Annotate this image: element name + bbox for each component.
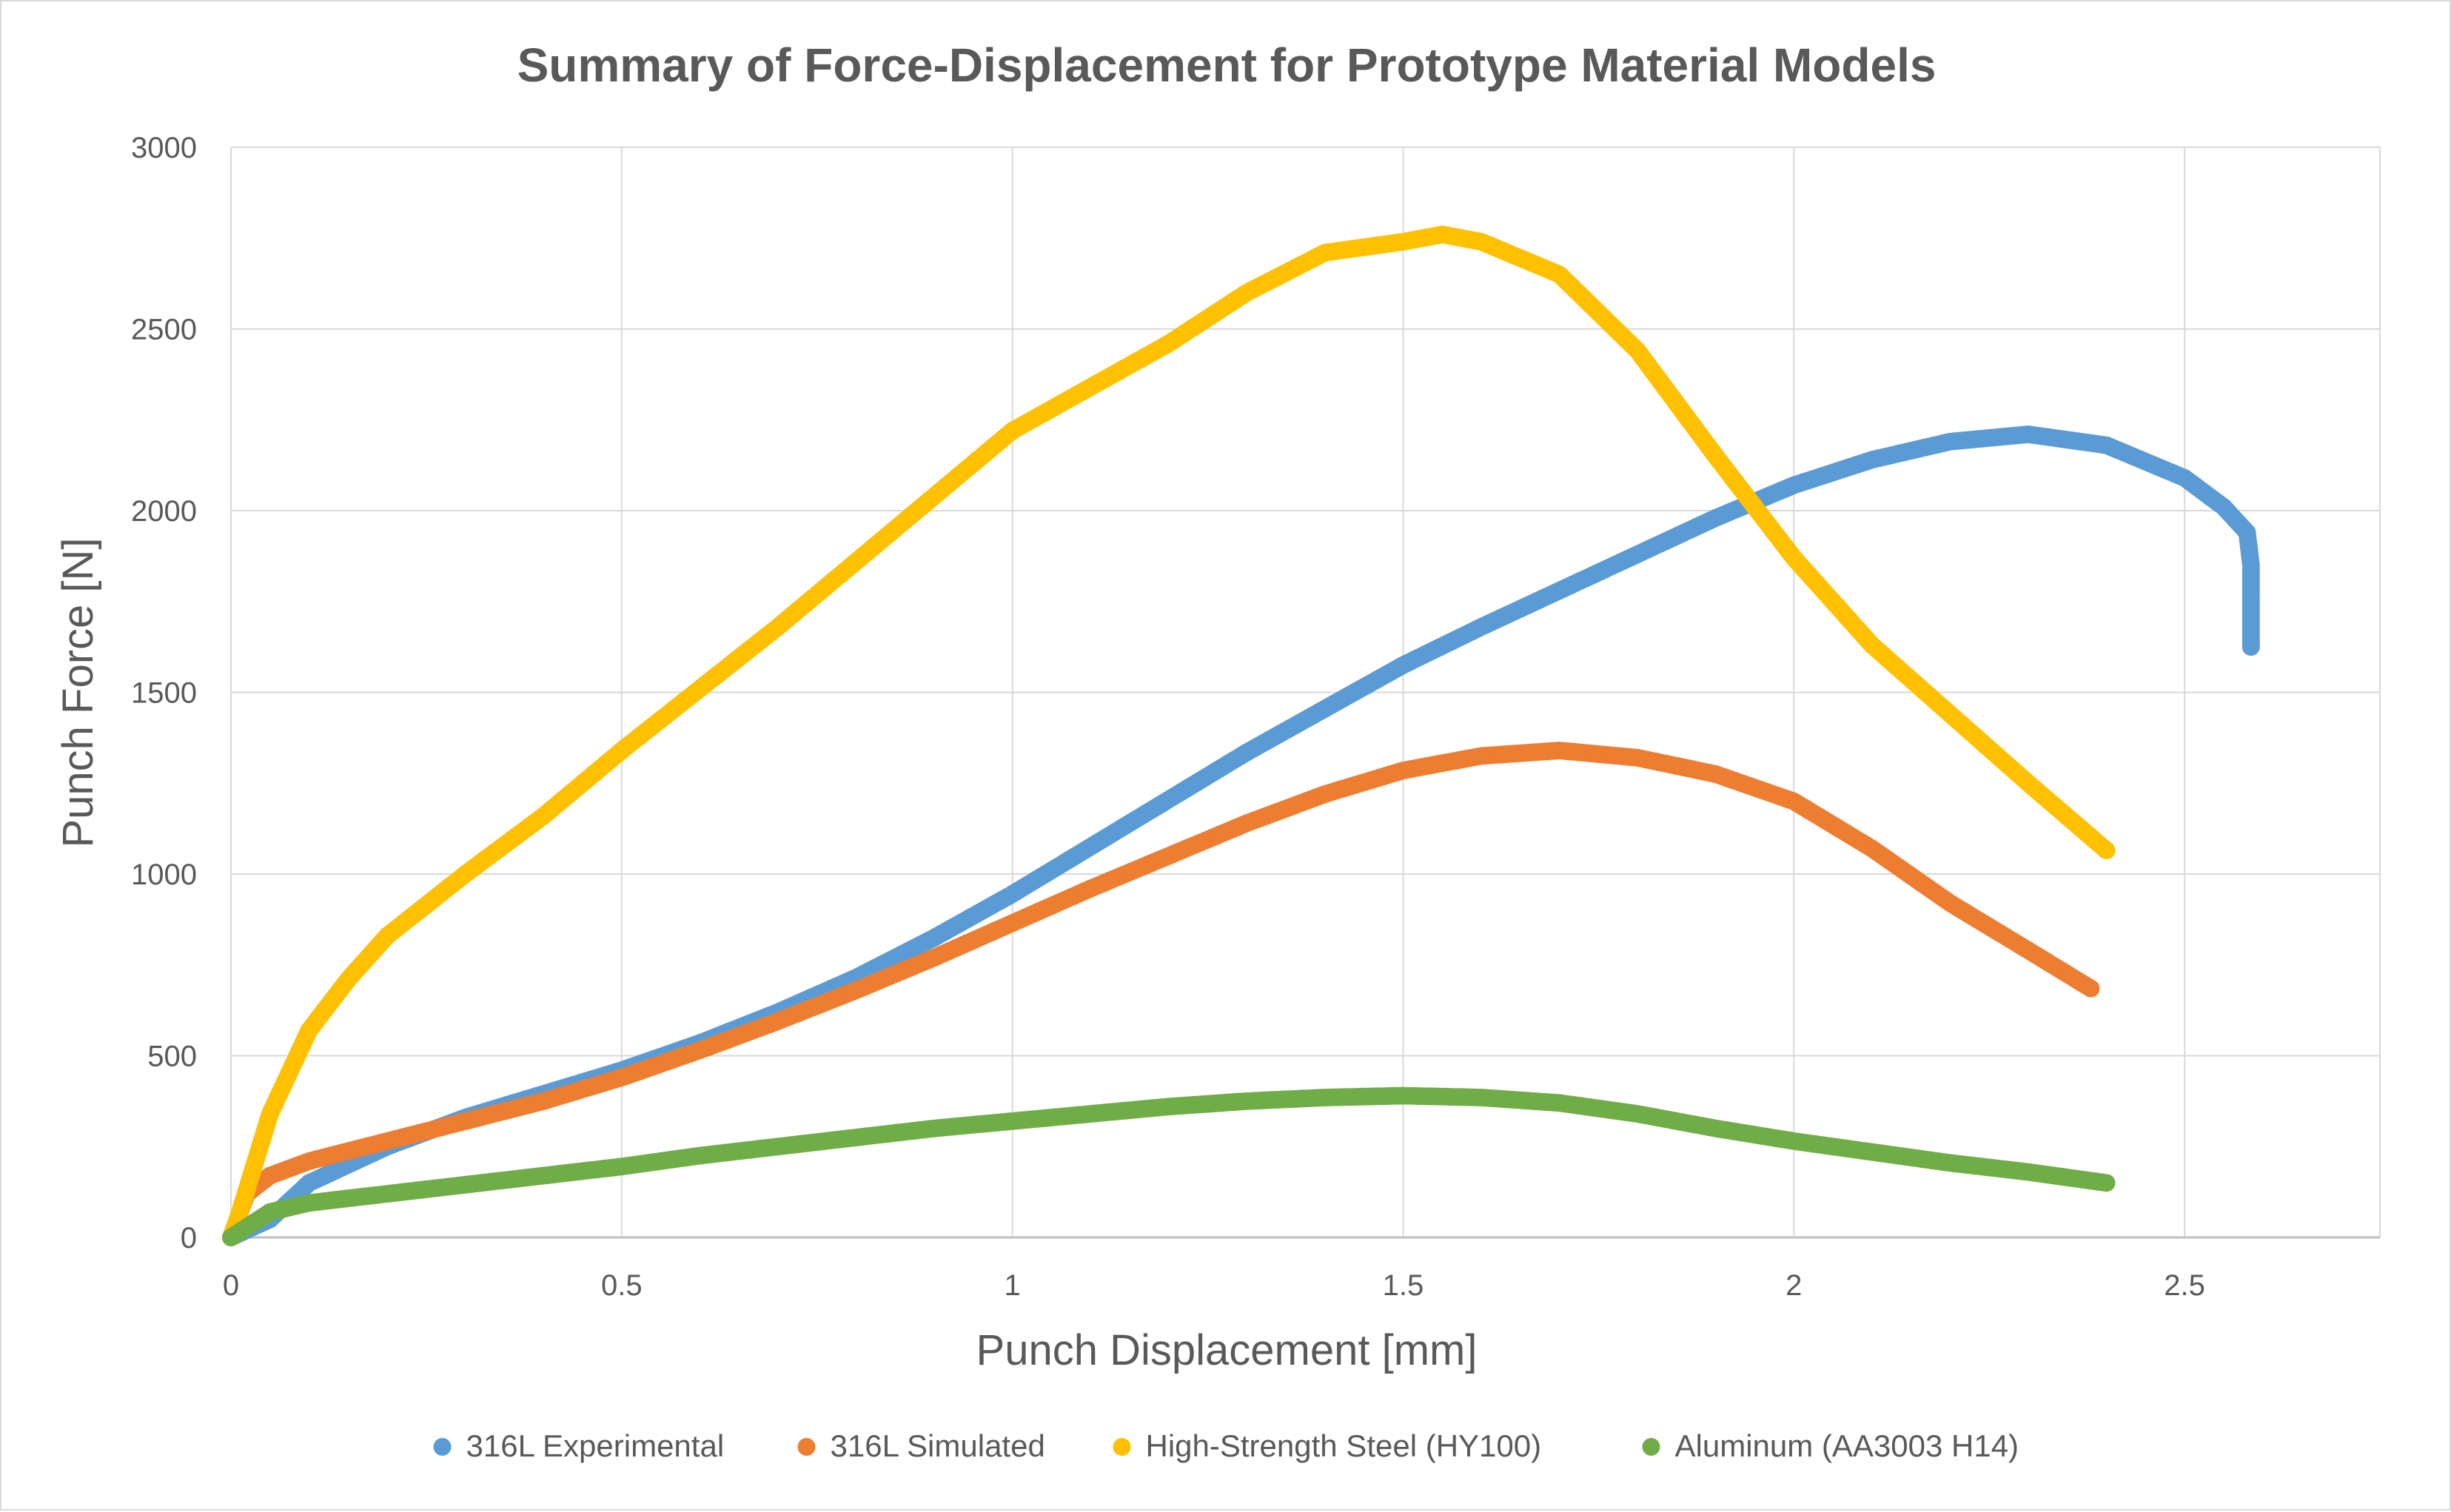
series-3: [222, 1086, 2116, 1246]
x-tick-label: 2: [1786, 1269, 1802, 1302]
data-point: [2082, 979, 2100, 998]
x-tick-label: 1.5: [1383, 1269, 1424, 1302]
x-tick-label: 0.5: [601, 1269, 643, 1302]
legend: 316L Experimental 316L Simulated High-Stre…: [433, 1428, 2019, 1463]
grid-lines: [230, 147, 2381, 1237]
chart-title: Summary of Force-Displacement for Protot…: [517, 38, 1937, 92]
data-point: [2097, 1174, 2116, 1192]
legend-marker: [797, 1438, 816, 1456]
y-tick-label: 1000: [131, 859, 197, 891]
x-tick-label: 1: [1005, 1269, 1021, 1302]
y-tick-label: 0: [181, 1222, 197, 1254]
x-axis-title: Punch Displacement [mm]: [976, 1326, 1478, 1374]
legend-label: Aluminum (AA3003 H14): [1675, 1428, 2019, 1463]
y-tick-label: 2500: [131, 314, 197, 346]
y-tick-label: 2000: [131, 495, 197, 528]
x-tick-label: 0: [223, 1269, 239, 1302]
data-series: [222, 225, 2260, 1246]
data-point: [2097, 841, 2116, 860]
legend-marker: [433, 1438, 452, 1456]
y-tick-label: 500: [147, 1041, 197, 1073]
y-tick-label: 3000: [131, 132, 197, 164]
data-point: [2242, 638, 2260, 656]
x-tick-label: 2.5: [2164, 1269, 2205, 1302]
series-2: [222, 225, 2116, 1246]
legend-label: 316L Simulated: [831, 1428, 1045, 1463]
tick-labels: 0 500 1000 1500 2000 2500 3000 0 0.5 1 1.5 2 2.5: [131, 132, 2205, 1302]
legend-label: 316L Experimental: [466, 1428, 725, 1463]
y-tick-label: 1500: [131, 677, 197, 710]
series-1: [222, 742, 2100, 1246]
legend-item-3: Aluminum (AA3003 H14): [1642, 1428, 2019, 1463]
legend-item-1: 316L Simulated: [797, 1428, 1045, 1463]
legend-label: High-Strength Steel (HY100): [1146, 1428, 1542, 1463]
legend-marker: [1642, 1438, 1660, 1456]
legend-marker: [1113, 1438, 1131, 1456]
y-axis-title: Punch Force [N]: [54, 537, 102, 847]
legend-item-2: High-Strength Steel (HY100): [1113, 1428, 1542, 1463]
legend-item-0: 316L Experimental: [433, 1428, 725, 1463]
